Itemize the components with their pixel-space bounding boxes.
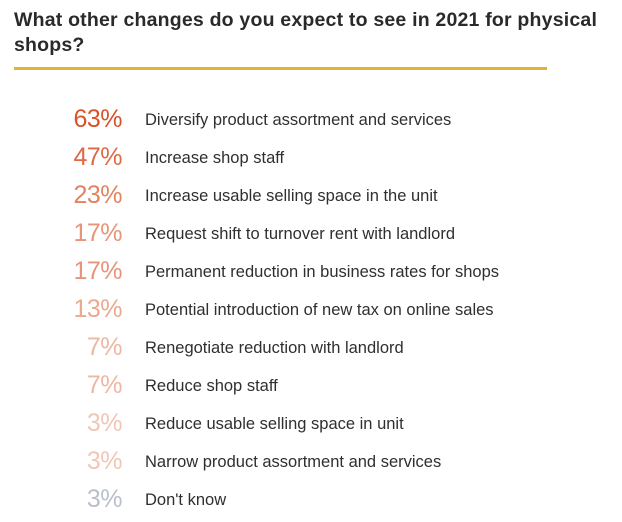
response-label: Permanent reduction in business rates fo…: [145, 263, 500, 281]
response-row: 3% Narrow product assortment and services: [0, 444, 622, 482]
response-row: 13% Potential introduction of new tax on …: [0, 292, 622, 330]
response-row: 47% Increase shop staff: [0, 140, 622, 178]
percentage-value: 17%: [73, 257, 122, 285]
response-row: 7% Reduce shop staff: [0, 368, 622, 406]
response-row: 17% Request shift to turnover rent with l…: [0, 216, 622, 254]
percentage-value: 7%: [86, 371, 123, 399]
chart-title: What other changes do you expect to see …: [14, 9, 598, 56]
percentage-value: 13%: [73, 295, 122, 323]
response-label: Diversify product assortment and service…: [145, 111, 452, 129]
response-row: 63% Diversify product assortment and serv…: [0, 102, 622, 140]
response-label: Reduce shop staff: [145, 377, 278, 395]
percentage-value: 7%: [86, 333, 123, 361]
percentage-value: 17%: [73, 219, 122, 247]
percentage-value: 47%: [73, 143, 122, 171]
response-label: Request shift to turnover rent with land…: [145, 225, 455, 243]
response-row: 7% Renegotiate reduction with landlord: [0, 330, 622, 368]
title-divider: [14, 67, 547, 70]
response-label: Increase shop staff: [145, 149, 285, 167]
percentage-value: 63%: [73, 105, 122, 133]
response-label: Renegotiate reduction with landlord: [145, 339, 404, 357]
response-label: Narrow product assortment and services: [145, 453, 442, 471]
response-row: 3% Reduce usable selling space in unit: [0, 406, 622, 444]
percentage-value: 3%: [86, 447, 123, 475]
response-label: Increase usable selling space in the uni…: [145, 187, 438, 205]
response-row: 23% Increase usable selling space in the …: [0, 178, 622, 216]
response-label: Reduce usable selling space in unit: [145, 415, 404, 433]
percentage-value: 23%: [73, 181, 122, 209]
response-row: 3% Don't know: [0, 482, 622, 520]
response-label: Don't know: [145, 491, 227, 509]
response-label: Potential introduction of new tax on onl…: [145, 301, 494, 319]
response-row: 17% Permanent reduction in business rates…: [0, 254, 622, 292]
percentage-value: 3%: [86, 485, 123, 513]
percentage-value: 3%: [86, 409, 123, 437]
